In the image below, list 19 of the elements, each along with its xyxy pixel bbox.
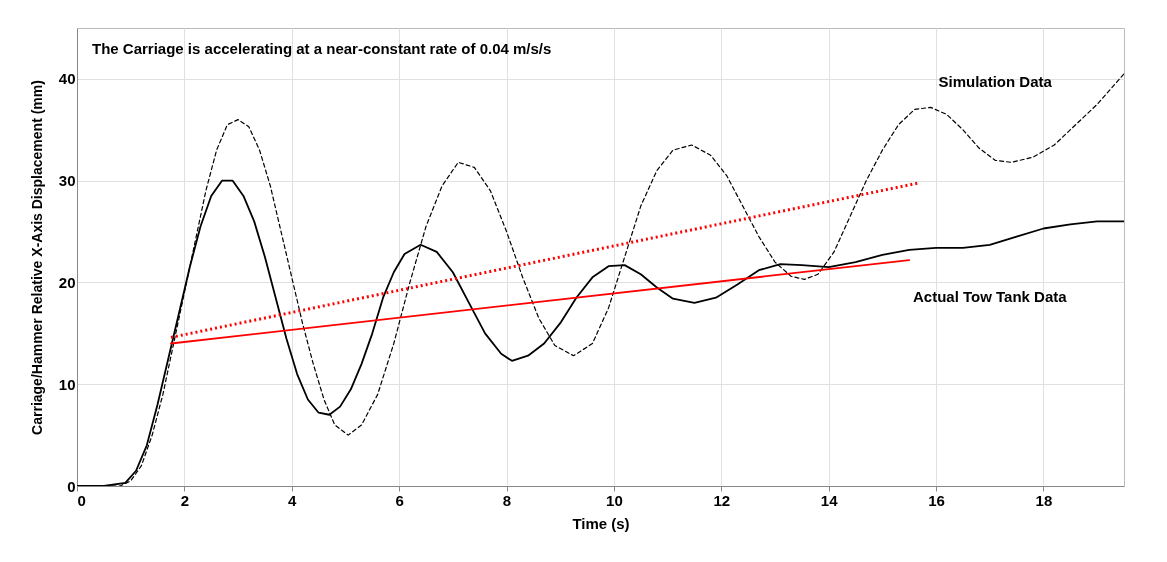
y-tick-label: 20 — [58, 273, 76, 291]
x-tick-label: 2 — [180, 491, 190, 509]
x-tick-label: 10 — [606, 491, 623, 509]
y-axis-title: Carriage/Hammer Relative X-Axis Displacement (mm) — [28, 80, 45, 435]
x-tick-label: 12 — [713, 491, 731, 509]
text: Actual Tow Tank Data — [912, 287, 1068, 305]
y-tick-label: 0 — [67, 477, 76, 495]
x-axis-title: Time (s) — [572, 514, 630, 532]
y-tick-label: 10 — [58, 375, 76, 393]
x-tick-label: 14 — [820, 491, 839, 509]
y-tick-label: 40 — [58, 70, 76, 88]
x-tick-label: 8 — [502, 491, 512, 509]
x-tick-label: 16 — [928, 491, 945, 509]
x-tick-label: 6 — [395, 491, 404, 509]
x-tick-label: 18 — [1035, 491, 1053, 509]
annotation: The Carriage is accelerating at a near-constant rate of 0.04 m/s/s — [92, 40, 552, 57]
x-tick-label: 4 — [288, 491, 298, 509]
y-tick-label: 30 — [58, 172, 76, 190]
series-label: Simulation Data — [938, 73, 1053, 91]
